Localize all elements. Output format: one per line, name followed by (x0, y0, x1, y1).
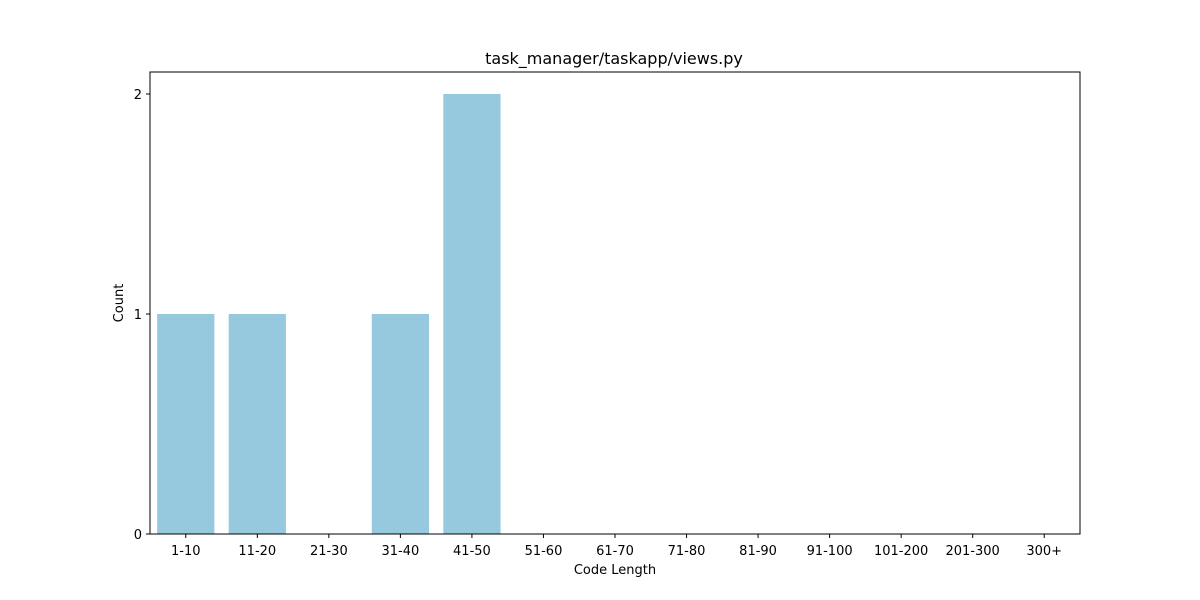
x-tick-label: 41-50 (453, 544, 491, 559)
bar-1-10 (157, 314, 215, 534)
x-axis-label: Code Length (574, 563, 656, 578)
x-tick-label: 91-100 (807, 544, 853, 559)
x-tick-label: 61-70 (596, 544, 634, 559)
x-tick-label: 1-10 (171, 544, 201, 559)
y-tick-label: 2 (134, 88, 142, 103)
x-tick-label: 11-20 (238, 544, 276, 559)
y-tick-label: 0 (134, 528, 142, 543)
x-tick-label: 51-60 (525, 544, 563, 559)
x-tick-label: 101-200 (874, 544, 928, 559)
y-axis-label: Count (112, 284, 127, 323)
x-tick-label: 300+ (1026, 544, 1062, 559)
x-tick-label: 21-30 (310, 544, 348, 559)
y-tick-label: 1 (134, 308, 142, 323)
x-tick-label: 31-40 (381, 544, 419, 559)
bar-41-50 (443, 94, 501, 534)
bar-11-20 (228, 314, 286, 534)
plot-frame (149, 71, 1081, 535)
y-axis-ticks: 0 1 2 (134, 88, 150, 543)
x-tick-label: 201-300 (946, 544, 1000, 559)
x-axis-ticks: 1-10 11-20 21-30 31-40 41-50 51-60 61-70 71-80 8… (171, 534, 1062, 559)
bars-group (157, 94, 501, 534)
bar-31-40 (371, 314, 429, 534)
x-tick-label: 71-80 (668, 544, 706, 559)
chart-title: task_manager/taskapp/views.py (485, 49, 743, 69)
x-tick-label: 81-90 (739, 544, 777, 559)
